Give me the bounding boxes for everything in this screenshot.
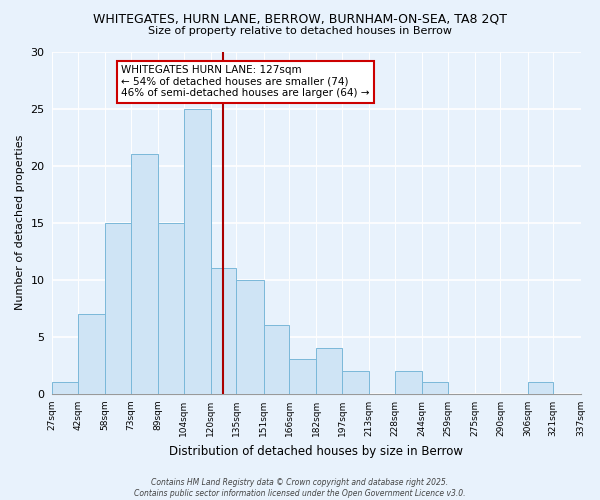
Text: WHITEGATES HURN LANE: 127sqm
← 54% of detached houses are smaller (74)
46% of se: WHITEGATES HURN LANE: 127sqm ← 54% of de… [121,65,370,98]
Text: Size of property relative to detached houses in Berrow: Size of property relative to detached ho… [148,26,452,36]
Bar [52,382,78,394]
Text: WHITEGATES, HURN LANE, BERROW, BURNHAM-ON-SEA, TA8 2QT: WHITEGATES, HURN LANE, BERROW, BURNHAM-O… [93,12,507,26]
Bar [105,222,131,394]
Bar [211,268,236,394]
Bar [422,382,448,394]
Bar [184,108,211,394]
Bar [527,382,553,394]
Bar [342,370,369,394]
X-axis label: Distribution of detached houses by size in Berrow: Distribution of detached houses by size … [169,444,463,458]
Text: Contains HM Land Registry data © Crown copyright and database right 2025.
Contai: Contains HM Land Registry data © Crown c… [134,478,466,498]
Bar [131,154,158,394]
Bar [316,348,342,394]
Bar [78,314,105,394]
Bar [395,370,422,394]
Bar [263,325,289,394]
Y-axis label: Number of detached properties: Number of detached properties [15,135,25,310]
Bar [236,280,263,394]
Bar [289,360,316,394]
Bar [158,222,184,394]
